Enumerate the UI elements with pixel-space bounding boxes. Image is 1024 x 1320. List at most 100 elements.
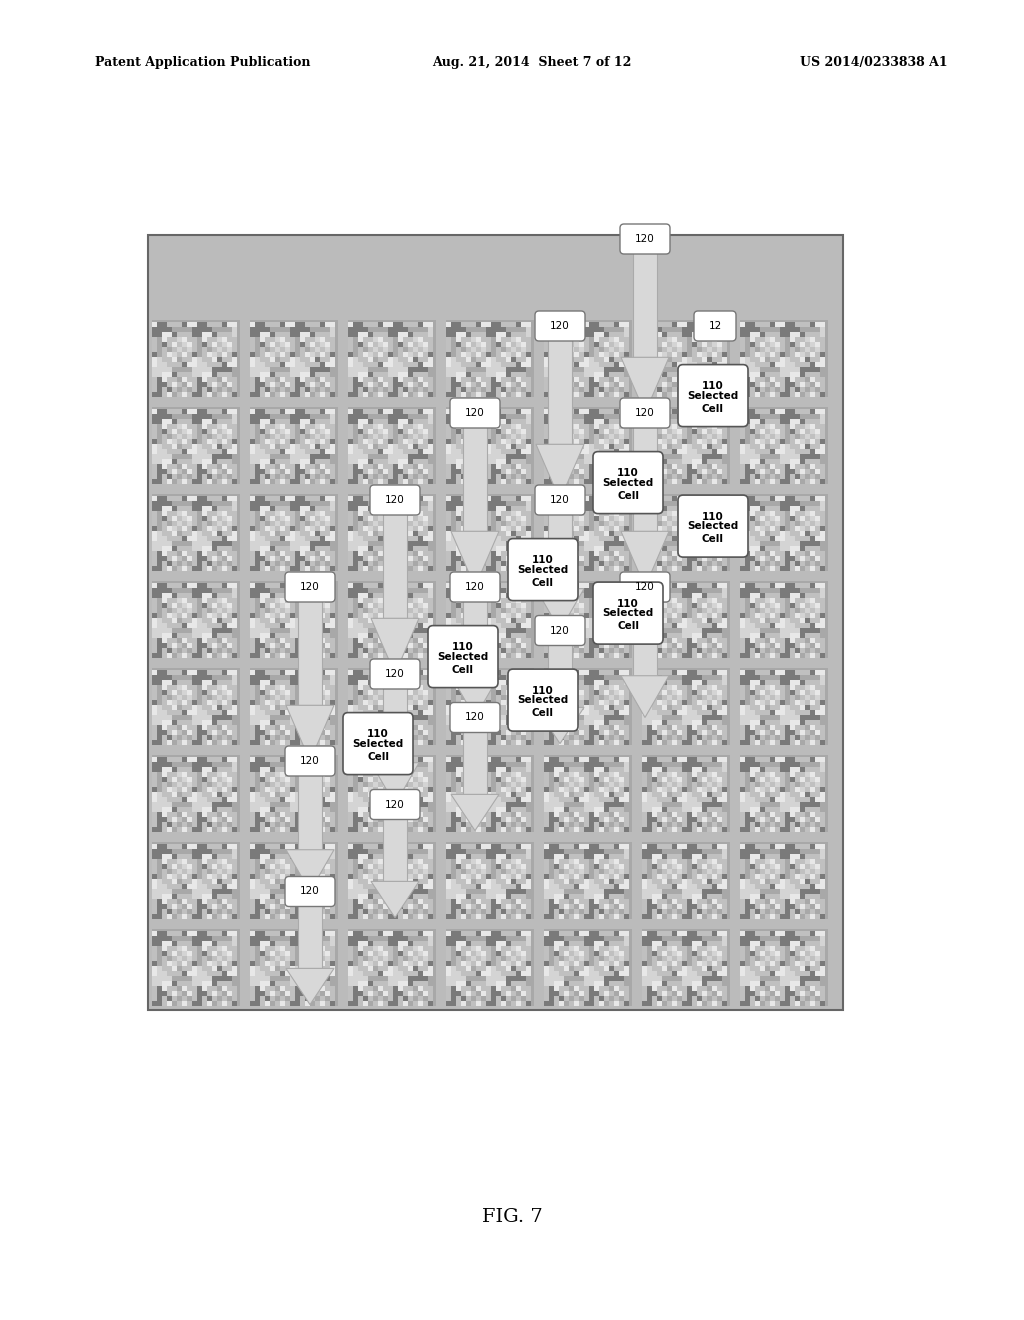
Bar xyxy=(260,474,264,479)
Bar xyxy=(584,822,589,828)
Bar xyxy=(594,696,599,700)
Bar xyxy=(618,701,624,705)
Bar xyxy=(516,710,520,715)
Bar xyxy=(466,808,471,812)
Bar xyxy=(310,327,314,333)
Bar xyxy=(810,566,815,572)
Bar xyxy=(780,812,784,817)
Bar xyxy=(549,594,554,598)
Bar xyxy=(712,532,717,536)
Bar xyxy=(574,812,579,817)
Bar xyxy=(795,496,800,502)
Bar xyxy=(446,583,451,587)
Bar xyxy=(222,909,226,913)
Bar xyxy=(212,445,217,449)
Bar xyxy=(157,741,162,744)
Bar xyxy=(760,721,765,725)
Bar xyxy=(202,347,207,352)
Bar xyxy=(755,741,760,744)
Bar xyxy=(270,671,274,675)
Bar xyxy=(330,884,335,888)
Bar xyxy=(687,986,691,991)
Bar xyxy=(712,634,717,638)
Bar xyxy=(408,783,413,787)
Bar xyxy=(451,465,456,469)
Bar xyxy=(486,342,490,347)
Bar xyxy=(152,845,157,849)
Bar xyxy=(260,966,264,972)
Bar xyxy=(795,676,800,680)
Bar xyxy=(260,603,264,609)
Bar xyxy=(408,387,413,392)
Bar xyxy=(187,972,191,975)
Bar xyxy=(330,808,335,812)
Bar xyxy=(280,342,285,347)
Bar xyxy=(815,639,819,643)
Bar xyxy=(295,874,300,879)
Bar xyxy=(554,583,559,587)
Bar xyxy=(486,449,490,454)
Bar xyxy=(815,735,819,741)
Bar xyxy=(471,363,475,367)
Bar xyxy=(667,541,672,546)
Bar xyxy=(496,685,501,690)
Bar xyxy=(270,639,274,643)
Bar xyxy=(682,342,687,347)
Bar xyxy=(167,445,172,449)
Bar xyxy=(212,735,217,741)
Bar xyxy=(647,783,651,787)
Bar xyxy=(152,797,157,803)
Bar xyxy=(476,409,480,414)
Bar xyxy=(152,890,157,894)
Bar xyxy=(559,767,563,772)
Bar xyxy=(476,701,480,705)
Bar xyxy=(325,828,330,832)
Bar xyxy=(428,895,432,899)
Bar xyxy=(662,803,667,807)
Bar xyxy=(466,957,471,961)
Bar xyxy=(177,502,181,506)
Bar xyxy=(717,409,722,414)
Bar xyxy=(667,527,672,531)
Bar xyxy=(589,946,594,950)
Bar xyxy=(760,358,765,362)
Bar xyxy=(481,623,485,628)
Bar xyxy=(222,690,226,696)
Bar xyxy=(398,338,402,342)
Bar xyxy=(521,741,525,744)
Bar xyxy=(202,507,207,511)
Bar xyxy=(187,859,191,865)
Bar xyxy=(305,614,309,618)
Bar xyxy=(618,966,624,972)
Bar xyxy=(760,628,765,634)
Bar xyxy=(315,997,319,1001)
Bar xyxy=(770,425,774,429)
Bar xyxy=(319,680,325,685)
Bar xyxy=(760,1002,765,1006)
Bar xyxy=(451,715,456,719)
Bar xyxy=(481,909,485,913)
Bar xyxy=(820,783,824,787)
Bar xyxy=(780,459,784,465)
Bar xyxy=(315,783,319,787)
Bar xyxy=(177,454,181,459)
Bar xyxy=(295,808,300,812)
Bar xyxy=(490,1002,496,1006)
Bar xyxy=(373,946,378,950)
Bar xyxy=(250,676,255,680)
Bar xyxy=(770,936,774,941)
Bar xyxy=(222,425,226,429)
Bar xyxy=(780,870,784,874)
Bar xyxy=(521,845,525,849)
Bar xyxy=(790,915,795,919)
Bar xyxy=(594,874,599,879)
Bar xyxy=(672,895,677,899)
Bar xyxy=(820,541,824,546)
Bar xyxy=(280,680,285,685)
Bar xyxy=(280,648,285,653)
Bar xyxy=(285,414,290,418)
Bar xyxy=(423,459,428,465)
Bar xyxy=(785,909,790,913)
Bar xyxy=(393,884,397,888)
Bar xyxy=(202,865,207,869)
